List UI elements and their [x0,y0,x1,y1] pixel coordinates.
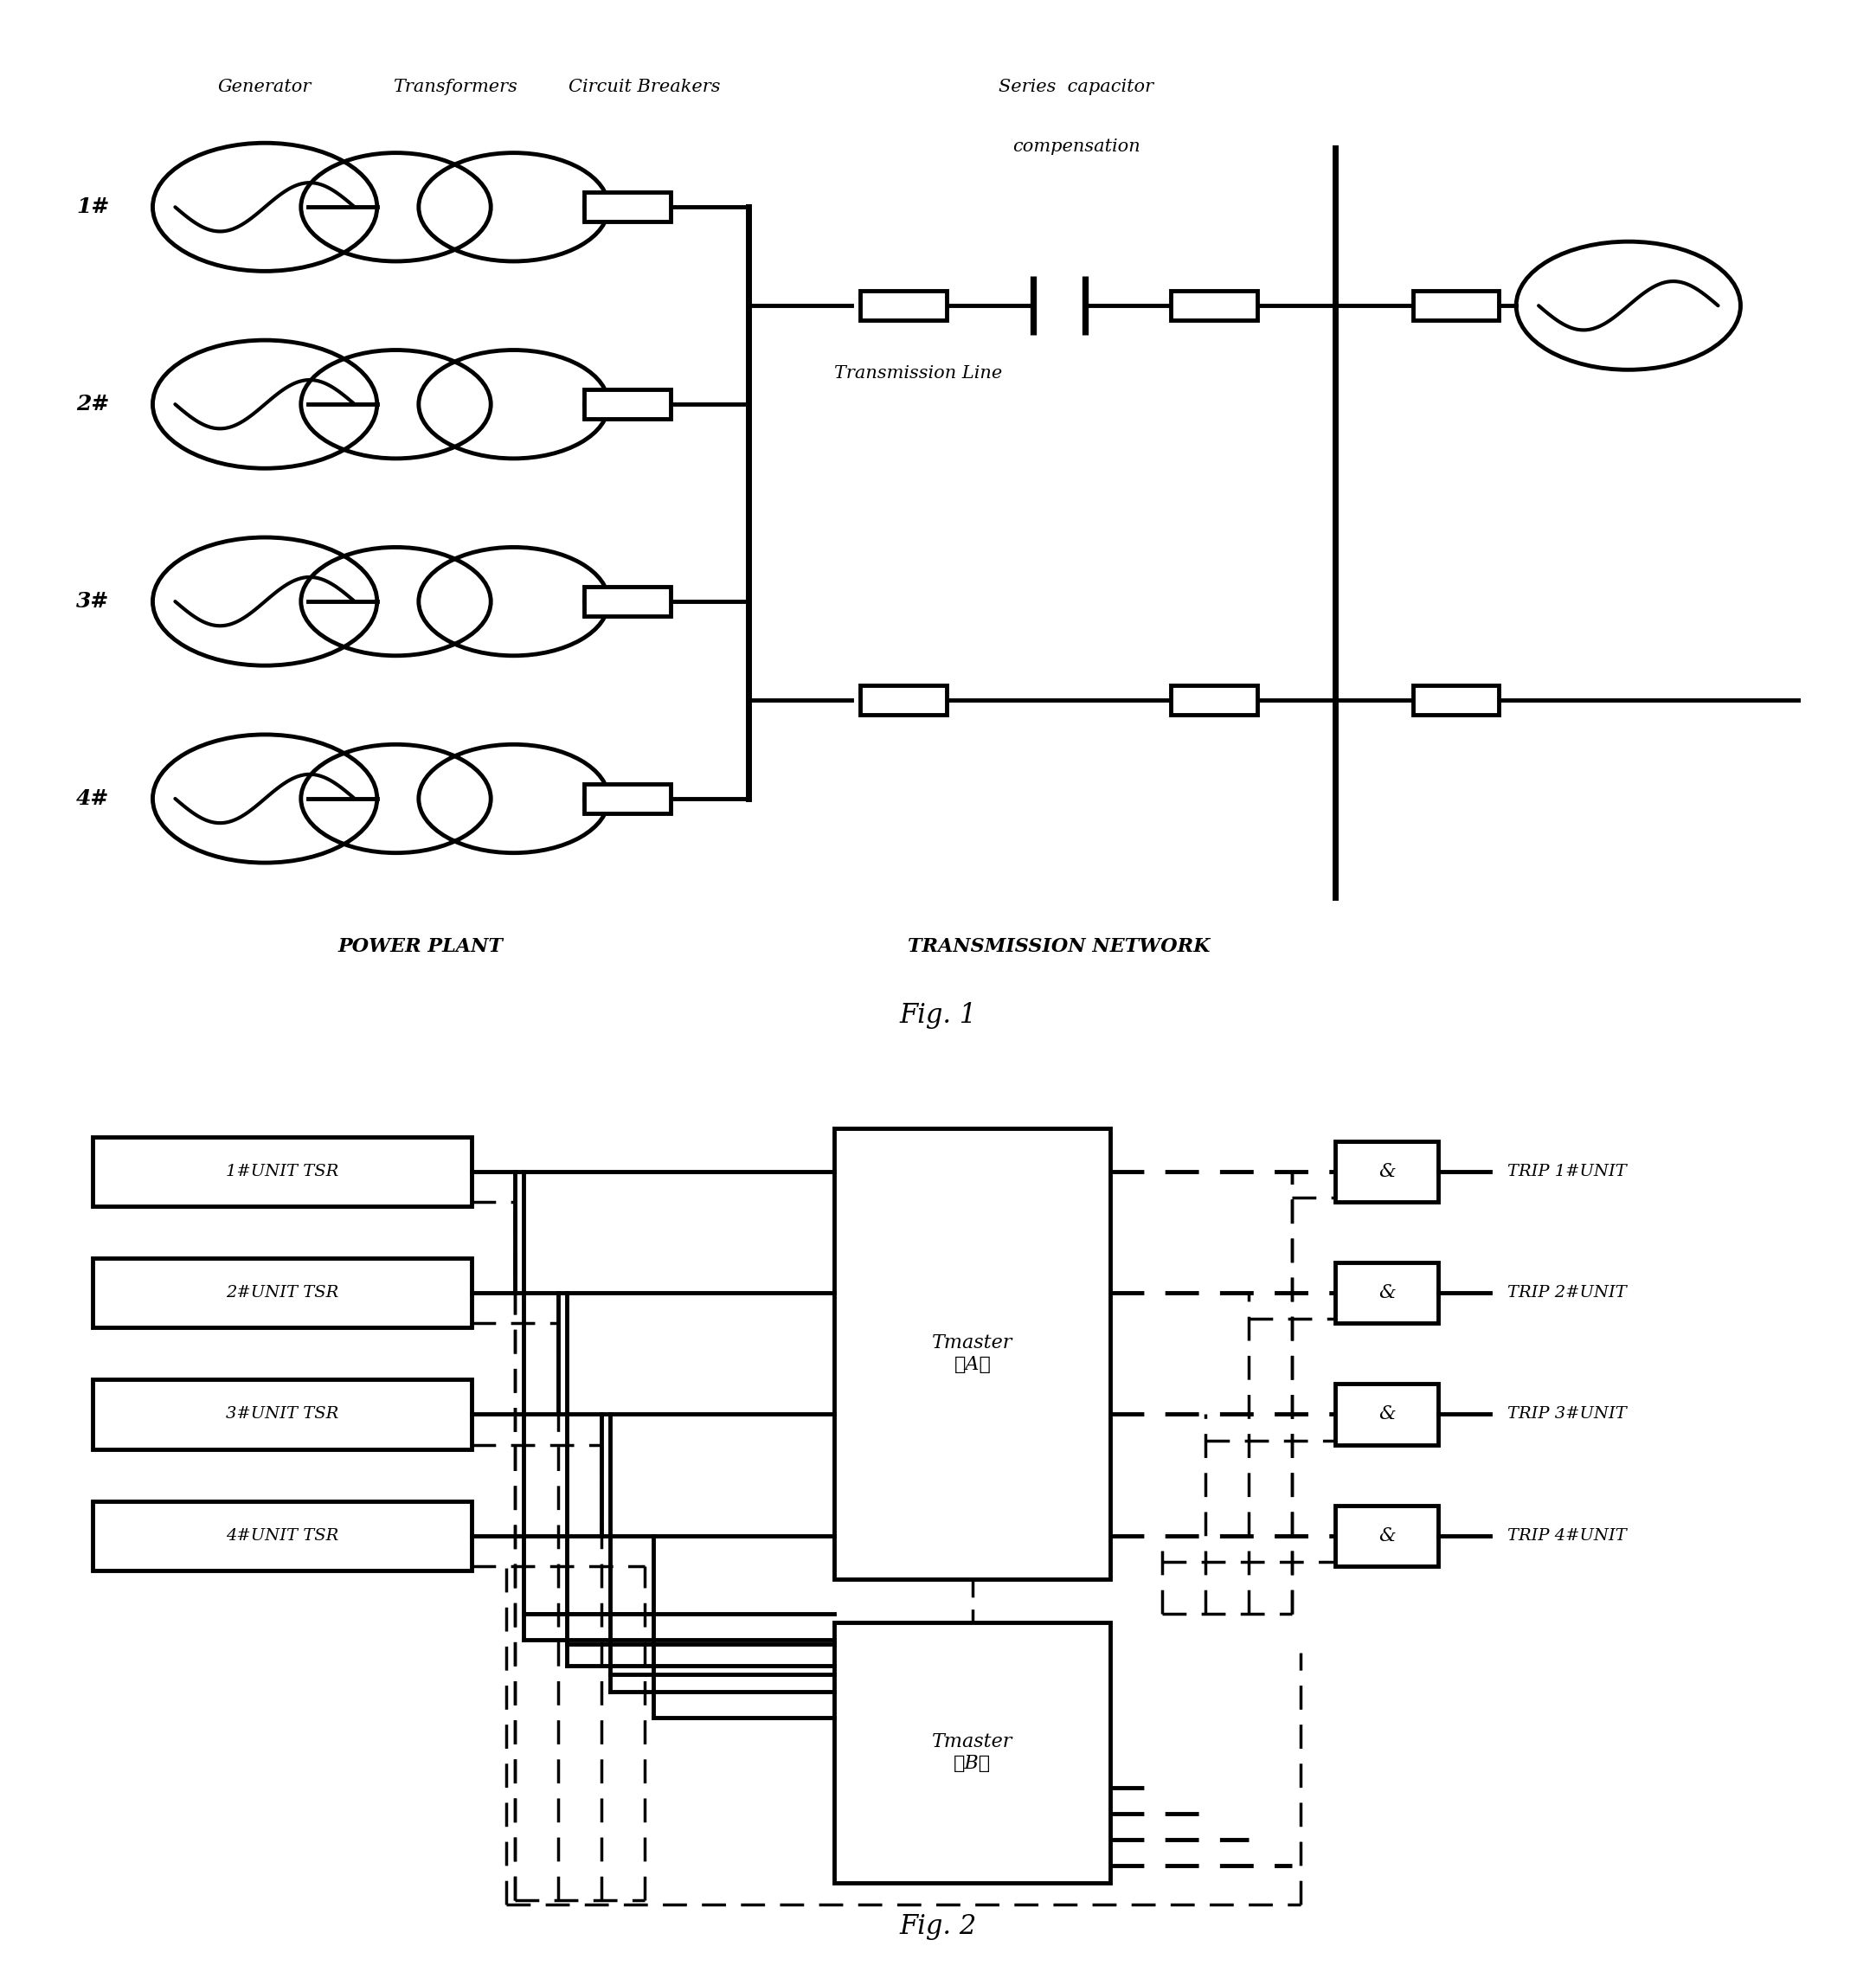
Text: POWER PLANT: POWER PLANT [338,937,503,956]
Bar [1336,1262,1439,1323]
Bar [835,1623,1111,1883]
Bar [861,290,947,319]
Text: Transmission Line: Transmission Line [835,365,1002,381]
Text: TRIP 3#UNIT: TRIP 3#UNIT [1508,1406,1626,1422]
Text: Generator: Generator [218,79,311,95]
Text: Tmaster
（A）: Tmaster （A） [932,1333,1013,1374]
Text: &: & [1379,1404,1396,1424]
Bar [583,785,670,812]
Bar [835,1128,1111,1580]
Bar [1413,686,1499,716]
Bar [92,1258,473,1327]
Bar [583,588,670,615]
Text: Fig. 1: Fig. 1 [899,1002,977,1029]
Bar [92,1136,473,1207]
Text: TRIP 4#UNIT: TRIP 4#UNIT [1508,1528,1626,1544]
Text: Series  capacitor: Series capacitor [998,79,1154,95]
Bar [583,191,670,221]
Text: 4#: 4# [77,789,109,809]
Text: 2#: 2# [77,394,109,414]
Text: TRIP 2#UNIT: TRIP 2#UNIT [1508,1286,1626,1302]
Text: &: & [1379,1162,1396,1181]
Text: 3#: 3# [77,592,109,611]
Text: Tmaster
（B）: Tmaster （B） [932,1731,1013,1773]
Bar [92,1501,473,1570]
Text: 4#UNIT TSR: 4#UNIT TSR [225,1528,338,1544]
Bar [1413,290,1499,319]
Bar [1336,1142,1439,1201]
Bar [92,1380,473,1449]
Text: &: & [1379,1284,1396,1302]
Bar [1171,686,1257,716]
Text: 2#UNIT TSR: 2#UNIT TSR [225,1286,338,1302]
Text: TRIP 1#UNIT: TRIP 1#UNIT [1508,1163,1626,1179]
Text: Fig. 2: Fig. 2 [899,1913,977,1940]
Bar [583,390,670,418]
Text: compensation: compensation [1013,138,1141,154]
Bar [1336,1505,1439,1566]
Bar [1171,290,1257,319]
Bar [861,686,947,716]
Bar [1336,1384,1439,1445]
Text: 1#UNIT TSR: 1#UNIT TSR [225,1163,338,1179]
Text: 3#UNIT TSR: 3#UNIT TSR [225,1406,338,1422]
Text: 1#: 1# [77,197,109,217]
Text: &: & [1379,1526,1396,1546]
Text: TRANSMISSION NETWORK: TRANSMISSION NETWORK [908,937,1210,956]
Text: Circuit Breakers: Circuit Breakers [568,79,720,95]
Text: Transformers: Transformers [392,79,518,95]
